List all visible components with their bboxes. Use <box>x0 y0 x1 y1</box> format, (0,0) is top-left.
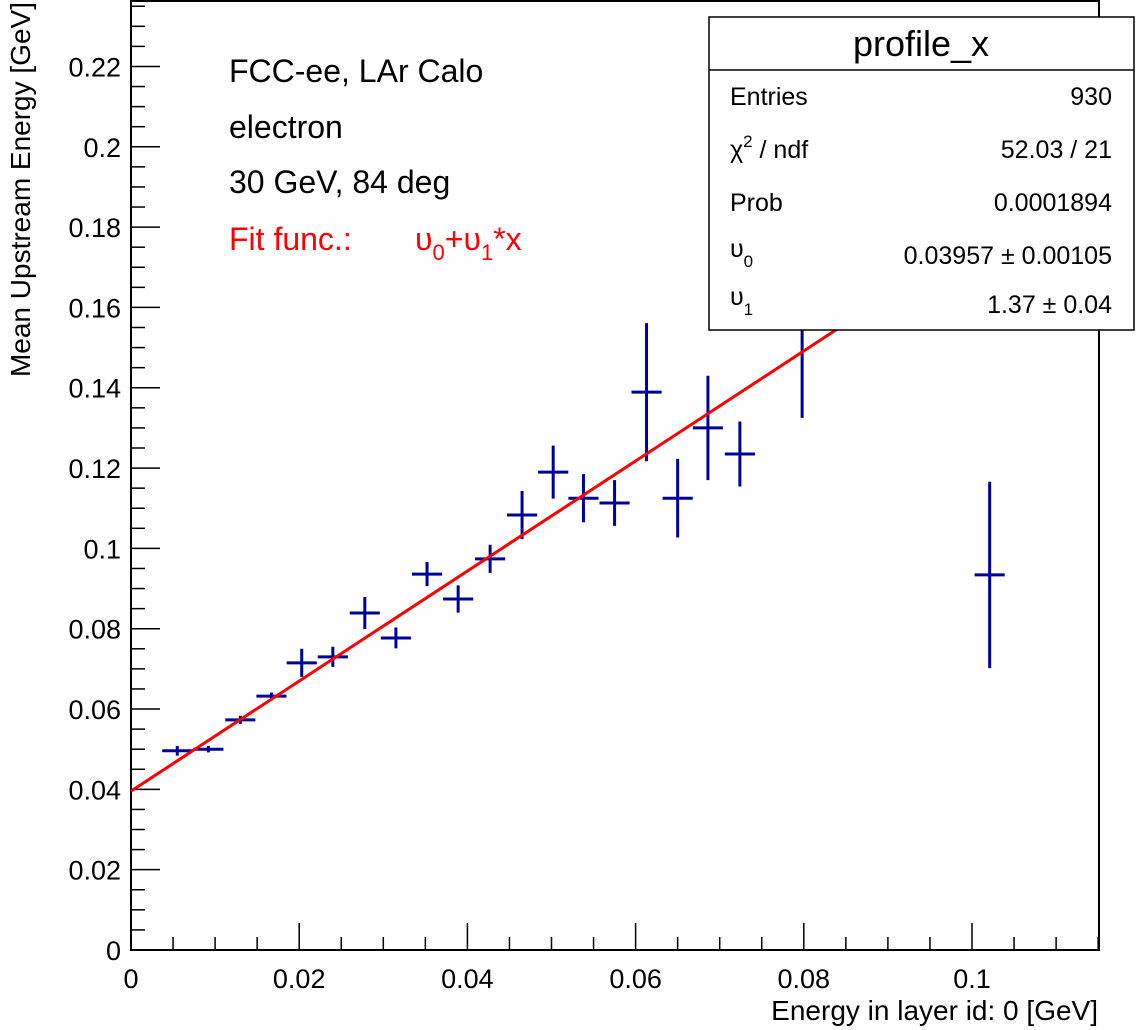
chi-symbol: χ <box>730 136 743 164</box>
y-tick-label: 0.22 <box>68 52 121 82</box>
fit-line <box>130 327 839 793</box>
p0-symbol: υ <box>730 235 744 263</box>
fit-function-label: Fit func.: υ0+υ1*x <box>229 221 522 265</box>
y-axis-ticks <box>131 5 160 951</box>
x-tick-label: 0.08 <box>778 964 831 994</box>
fit-func-plus-p1: +υ <box>445 221 481 257</box>
chi-rest: / ndf <box>753 136 809 164</box>
x-axis-tick-labels: 0 0.02 0.04 0.06 0.08 0.1 <box>123 964 990 994</box>
stats-value-p0: 0.03957 ± 0.00105 <box>904 242 1112 270</box>
data-point <box>380 627 411 649</box>
y-tick-label: 0.04 <box>68 775 121 805</box>
data-point <box>317 646 348 667</box>
stats-label-p1: υ1 <box>730 283 753 319</box>
x-tick-label: 0 <box>123 964 138 994</box>
annotation-experiment: FCC-ee, LAr Calo <box>229 53 483 89</box>
y-tick-label: 0.14 <box>68 374 121 404</box>
data-point <box>443 585 474 613</box>
data-point <box>286 648 317 677</box>
data-point <box>475 544 506 573</box>
plot-frame <box>130 0 1100 951</box>
data-point <box>692 375 723 481</box>
x-tick-label: 0.1 <box>953 964 991 994</box>
data-point <box>662 458 693 538</box>
y-axis-title: Mean Upstream Energy [GeV] <box>5 2 36 377</box>
annotation-energy-angle: 30 GeV, 84 deg <box>229 164 450 200</box>
data-point <box>349 596 380 630</box>
data-point <box>507 490 538 540</box>
stats-label-entries: Entries <box>730 83 808 111</box>
y-tick-label: 0.12 <box>68 454 121 484</box>
stats-value-prob: 0.0001894 <box>994 189 1112 217</box>
p0-sub: 0 <box>744 252 753 271</box>
annotation-particle: electron <box>229 109 343 145</box>
chi-sup: 2 <box>743 132 752 151</box>
y-tick-label: 0.2 <box>83 133 121 163</box>
x-tick-label: 0.04 <box>441 964 494 994</box>
y-tick-label: 0.02 <box>68 856 121 886</box>
data-point <box>724 421 755 487</box>
fit-func-p1-sub: 1 <box>481 240 493 265</box>
data-point <box>568 474 599 523</box>
stats-box: profile_x Entries 930 χ2 / ndf 52.03 / 2… <box>708 16 1135 331</box>
y-tick-label: 0 <box>106 936 121 966</box>
data-point <box>599 480 630 526</box>
stats-title: profile_x <box>853 23 989 64</box>
y-axis-tick-labels: 0 0.02 0.04 0.06 0.08 0.1 0.12 0.14 0.16 0.18 0.2 0… <box>68 52 121 966</box>
p1-sub: 1 <box>744 300 753 319</box>
data-point <box>411 562 443 587</box>
data-point <box>193 745 224 753</box>
data-point <box>162 745 193 756</box>
x-tick-label: 0.02 <box>273 964 326 994</box>
data-point <box>974 481 1005 669</box>
fit-func-p0-sub: 0 <box>433 240 445 265</box>
y-tick-label: 0.16 <box>68 293 121 323</box>
data-point <box>631 323 662 462</box>
stats-value-chi2-ndf: 52.03 / 21 <box>1001 136 1112 164</box>
stats-label-p0: υ0 <box>730 235 753 271</box>
stats-value-entries: 930 <box>1070 83 1112 111</box>
p1-symbol: υ <box>730 283 744 311</box>
x-axis-title: Energy in layer id: 0 [GeV] <box>771 995 1098 1026</box>
y-tick-label: 0.1 <box>83 534 121 564</box>
fit-func-p0: υ <box>415 221 433 257</box>
fit-func-prefix: Fit func.: <box>229 221 352 257</box>
y-tick-label: 0.18 <box>68 213 121 243</box>
x-axis-ticks <box>130 923 1099 950</box>
x-tick-label: 0.06 <box>609 964 662 994</box>
data-point <box>538 445 569 499</box>
fit-func-x: *x <box>493 221 521 257</box>
stats-label-chi2-ndf: χ2 / ndf <box>730 132 808 164</box>
y-tick-label: 0.06 <box>68 695 121 725</box>
stats-label-prob: Prob <box>730 189 783 217</box>
stats-value-p1: 1.37 ± 0.04 <box>987 291 1112 319</box>
y-tick-label: 0.08 <box>68 615 121 645</box>
